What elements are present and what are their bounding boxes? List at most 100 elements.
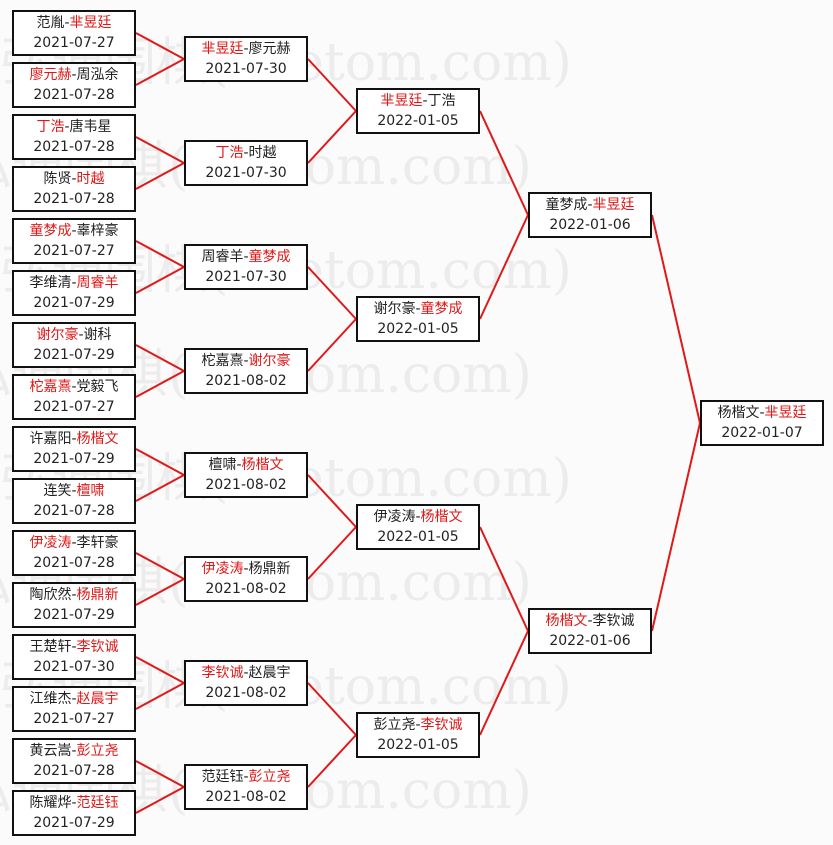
loser-name: 谢尔豪 — [373, 301, 416, 317]
connector-line — [135, 786, 185, 814]
loser-name: 周睿羊 — [201, 249, 244, 265]
match-players: 伊凌涛-杨楷文 — [358, 507, 478, 527]
winner-name: 杨楷文 — [241, 457, 284, 473]
connector-line — [135, 578, 185, 606]
match-box-round-1: 伊凌涛-李轩豪 2021-07-28 — [12, 530, 136, 576]
match-date: 2021-07-28 — [33, 191, 115, 207]
match-date: 2021-08-02 — [205, 685, 287, 701]
separator: - — [71, 379, 77, 395]
match-box-round-3: 谢尔豪-童梦成 2022-01-05 — [356, 296, 480, 342]
match-box-round-2: 范廷钰-彭立尧 2021-08-02 — [184, 764, 308, 810]
connector-line — [135, 162, 185, 190]
separator: - — [71, 535, 77, 551]
match-players: 连笑-檀啸 — [14, 481, 134, 501]
connector-line — [135, 474, 185, 502]
connector-line — [135, 370, 185, 398]
separator: - — [415, 509, 421, 525]
match-players: 谢尔豪-童梦成 — [358, 299, 478, 319]
loser-name: 陈贤 — [43, 171, 72, 187]
separator: - — [759, 405, 765, 421]
match-date: 2021-08-02 — [205, 373, 287, 389]
match-date: 2022-01-06 — [549, 217, 631, 233]
winner-name: 赵晨宇 — [76, 691, 119, 707]
separator: - — [71, 483, 77, 499]
match-date: 2021-07-29 — [33, 347, 115, 363]
separator: - — [243, 561, 249, 577]
winner-name: 彭立尧 — [76, 743, 119, 759]
winner-name: 廖元赫 — [29, 67, 72, 83]
separator: - — [415, 717, 421, 733]
winner-name: 时越 — [76, 171, 105, 187]
connector-line — [307, 266, 357, 320]
loser-name: 唐韦星 — [69, 119, 112, 135]
loser-name: 连笑 — [43, 483, 72, 499]
winner-name: 伊凌涛 — [29, 535, 72, 551]
connector-line — [479, 110, 529, 216]
winner-name: 周睿羊 — [76, 275, 119, 291]
separator: - — [71, 639, 77, 655]
match-date: 2021-07-30 — [205, 165, 287, 181]
separator: - — [422, 93, 428, 109]
loser-name: 辜梓豪 — [76, 223, 119, 239]
match-date: 2021-07-28 — [33, 503, 115, 519]
connector-line — [307, 682, 357, 736]
match-players: 李钦诚-赵晨宇 — [186, 663, 306, 683]
loser-name: 杨鼎新 — [248, 561, 291, 577]
match-players: 杨楷文-芈昱廷 — [702, 403, 822, 423]
winner-name: 李钦诚 — [201, 665, 244, 681]
match-players: 陈贤-时越 — [14, 169, 134, 189]
connector-line — [479, 214, 529, 320]
separator: - — [71, 275, 77, 291]
connector-line — [135, 552, 185, 580]
loser-name: 时越 — [248, 145, 277, 161]
match-box-round-1: 童梦成-辜梓豪 2021-07-27 — [12, 218, 136, 264]
loser-name: 陈耀烨 — [29, 795, 72, 811]
match-date: 2022-01-05 — [377, 113, 459, 129]
match-date: 2022-01-05 — [377, 529, 459, 545]
connector-line — [135, 448, 185, 476]
winner-name: 芈昱廷 — [764, 405, 807, 421]
match-box-round-5: 杨楷文-芈昱廷 2022-01-07 — [700, 400, 824, 446]
match-players: 陈耀烨-范廷钰 — [14, 793, 134, 813]
separator: - — [71, 691, 77, 707]
loser-name: 李轩豪 — [76, 535, 119, 551]
connector-line — [651, 214, 701, 424]
match-date: 2021-07-28 — [33, 139, 115, 155]
match-players: 谢尔豪-谢科 — [14, 325, 134, 345]
loser-name: 柁嘉熹 — [201, 353, 244, 369]
match-players: 芈昱廷-丁浩 — [358, 91, 478, 111]
loser-name: 谢科 — [83, 327, 112, 343]
match-players: 童梦成-辜梓豪 — [14, 221, 134, 241]
connector-line — [135, 32, 185, 60]
separator: - — [587, 613, 593, 629]
winner-name: 彭立尧 — [248, 769, 291, 785]
match-box-round-4: 杨楷文-李钦诚 2022-01-06 — [528, 608, 652, 654]
winner-name: 李钦诚 — [420, 717, 463, 733]
match-box-round-3: 彭立尧-李钦诚 2022-01-05 — [356, 712, 480, 758]
loser-name: 陶欣然 — [29, 587, 72, 603]
match-box-round-1: 江维杰-赵晨宇 2021-07-27 — [12, 686, 136, 732]
match-players: 芈昱廷-廖元赫 — [186, 39, 306, 59]
connector-line — [135, 266, 185, 294]
loser-name: 彭立尧 — [373, 717, 416, 733]
winner-name: 芈昱廷 — [592, 197, 635, 213]
winner-name: 丁浩 — [36, 119, 65, 135]
connector-line — [479, 526, 529, 632]
winner-name: 谢尔豪 — [36, 327, 79, 343]
separator: - — [71, 431, 77, 447]
match-box-round-1: 连笑-檀啸 2021-07-28 — [12, 478, 136, 524]
separator: - — [71, 587, 77, 603]
separator: - — [236, 457, 242, 473]
winner-name: 芈昱廷 — [69, 15, 112, 31]
loser-name: 杨楷文 — [717, 405, 760, 421]
separator: - — [243, 769, 249, 785]
separator: - — [415, 301, 421, 317]
match-box-round-1: 李维清-周睿羊 2021-07-29 — [12, 270, 136, 316]
match-box-round-2: 丁浩-时越 2021-07-30 — [184, 140, 308, 186]
winner-name: 丁浩 — [215, 145, 244, 161]
match-box-round-2: 周睿羊-童梦成 2021-07-30 — [184, 244, 308, 290]
match-box-round-3: 芈昱廷-丁浩 2022-01-05 — [356, 88, 480, 134]
loser-name: 党毅飞 — [76, 379, 119, 395]
separator: - — [243, 249, 249, 265]
